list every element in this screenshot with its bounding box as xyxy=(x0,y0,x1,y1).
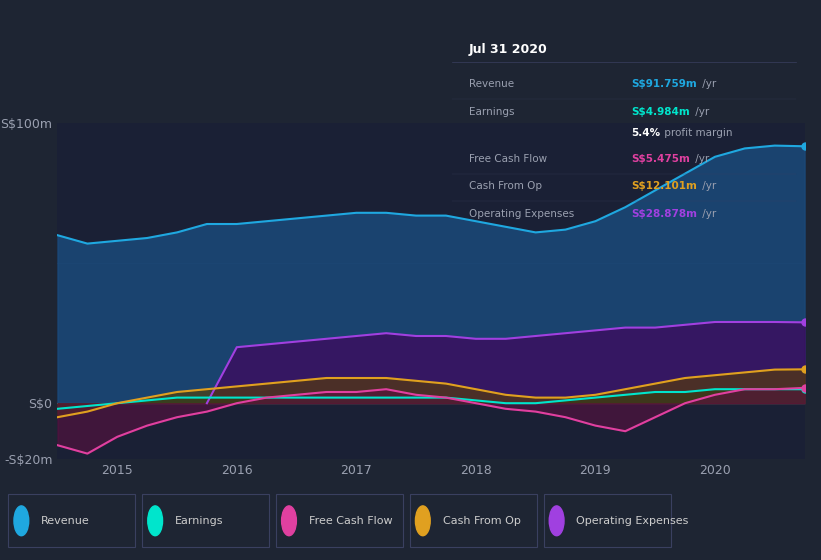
Text: S$28.878m: S$28.878m xyxy=(631,209,697,219)
Text: Revenue: Revenue xyxy=(41,516,89,526)
Text: 5.4%: 5.4% xyxy=(631,128,660,138)
Text: /yr: /yr xyxy=(691,153,709,164)
Text: /yr: /yr xyxy=(699,79,717,89)
Text: /yr: /yr xyxy=(691,107,709,116)
Ellipse shape xyxy=(549,506,564,536)
Text: Revenue: Revenue xyxy=(469,79,514,89)
Text: profit margin: profit margin xyxy=(661,128,732,138)
Text: S$4.984m: S$4.984m xyxy=(631,107,690,116)
Text: Free Cash Flow: Free Cash Flow xyxy=(309,516,392,526)
Text: Operating Expenses: Operating Expenses xyxy=(469,209,574,219)
Text: S$5.475m: S$5.475m xyxy=(631,153,690,164)
Text: S$12.101m: S$12.101m xyxy=(631,181,697,191)
Text: Operating Expenses: Operating Expenses xyxy=(576,516,689,526)
Ellipse shape xyxy=(282,506,296,536)
Text: Cash From Op: Cash From Op xyxy=(469,181,542,191)
Text: /yr: /yr xyxy=(699,209,717,219)
Text: Earnings: Earnings xyxy=(469,107,514,116)
Text: Earnings: Earnings xyxy=(175,516,223,526)
Text: Free Cash Flow: Free Cash Flow xyxy=(469,153,547,164)
Ellipse shape xyxy=(14,506,29,536)
Text: /yr: /yr xyxy=(699,181,717,191)
Ellipse shape xyxy=(148,506,163,536)
Text: S$91.759m: S$91.759m xyxy=(631,79,696,89)
Text: Jul 31 2020: Jul 31 2020 xyxy=(469,43,548,56)
Ellipse shape xyxy=(415,506,430,536)
Text: Cash From Op: Cash From Op xyxy=(443,516,521,526)
